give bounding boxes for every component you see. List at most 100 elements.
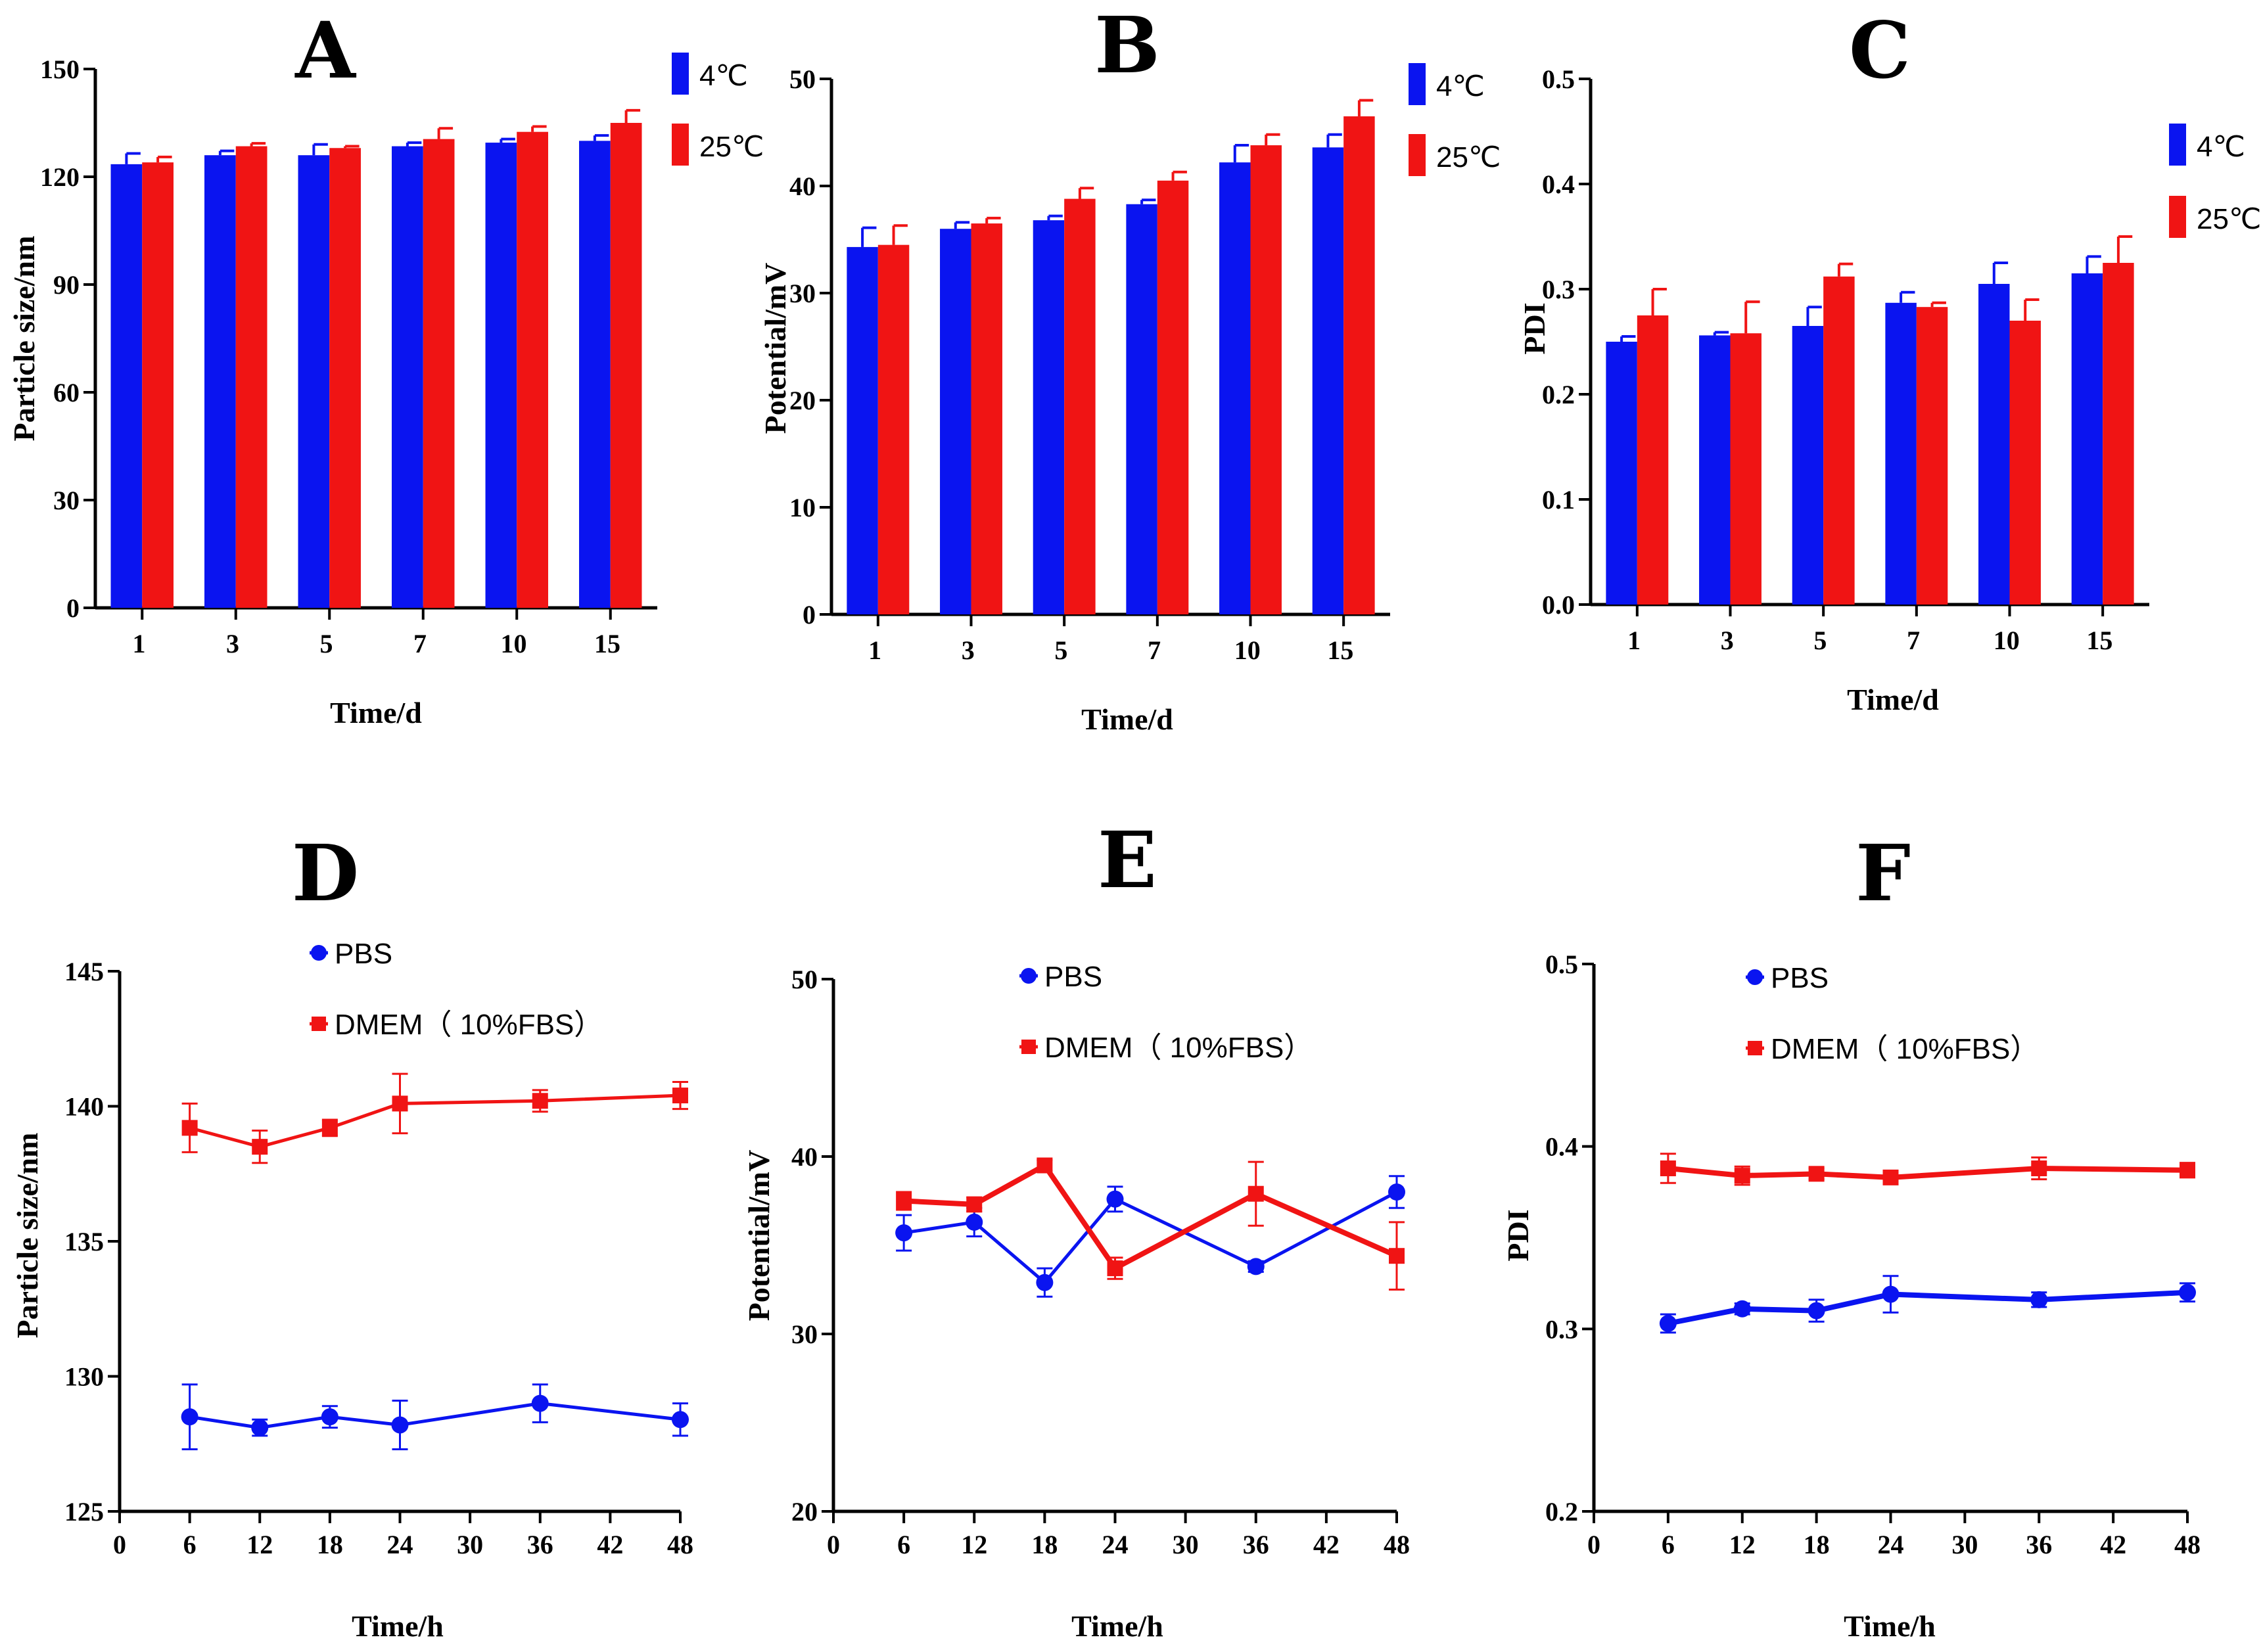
series-line-dmem — [903, 1162, 1398, 1272]
series-line-dmem — [1668, 1165, 2188, 1180]
y-tick-label: 0.0 — [1542, 590, 1575, 620]
legend-label: 4℃ — [2197, 131, 2245, 163]
x-tick-label: 1 — [132, 629, 145, 658]
x-tick-label: 1 — [868, 635, 881, 665]
bar-series2 — [971, 223, 1002, 614]
legend-label: PBS — [1044, 961, 1102, 993]
data-point-dmem — [1389, 1248, 1405, 1264]
x-tick-label: 30 — [1951, 1530, 1978, 1559]
series-line-pbs — [189, 1402, 681, 1430]
legend-label: DMEM（ 10%FBS） — [1771, 1033, 2039, 1065]
legend-label: 4℃ — [699, 60, 748, 92]
bar-series2 — [1343, 116, 1375, 615]
x-tick-label: 5 — [319, 629, 333, 658]
x-tick-label: 10 — [1234, 635, 1261, 665]
y-tick-label: 0.4 — [1545, 1132, 1578, 1162]
bar-series1 — [2071, 273, 2103, 605]
legend-marker — [1021, 968, 1037, 984]
legend-marker — [311, 945, 327, 961]
bar-series2 — [1730, 333, 1761, 605]
data-point-pbs — [1106, 1190, 1124, 1208]
y-tick-label: 0.3 — [1545, 1314, 1578, 1344]
x-tick-label: 24 — [387, 1530, 413, 1559]
x-tick-label: 36 — [527, 1530, 553, 1559]
data-point-dmem — [1107, 1260, 1123, 1277]
data-point-pbs — [1388, 1183, 1405, 1201]
bar-series2 — [1064, 198, 1096, 614]
x-tick-label: 3 — [226, 629, 239, 658]
x-tick-label: 5 — [1813, 626, 1827, 655]
legend-marker — [312, 1017, 326, 1031]
x-tick-label: 7 — [1148, 635, 1161, 665]
chart-panel-c: C 0.0 0.1 0.2 0.3 0.4 0.5 Time/d PDI 1 3 5 7 10 15 4℃ 25… — [1518, 5, 2261, 716]
bar-series1 — [298, 155, 330, 608]
bar-series1 — [579, 141, 611, 608]
bar-series2 — [877, 244, 910, 614]
y-tick-label: 130 — [64, 1362, 104, 1392]
data-point-pbs — [2030, 1291, 2048, 1308]
data-point-dmem — [896, 1193, 912, 1209]
data-point-pbs — [1247, 1258, 1265, 1275]
legend-marker — [1748, 1041, 1762, 1055]
x-tick-label: 36 — [1243, 1530, 1269, 1559]
y-axis-title: Particle size/nm — [11, 1133, 44, 1339]
y-axis-title: Particle size/nm — [7, 236, 41, 442]
legend-swatch — [672, 53, 689, 95]
y-tick-label: 10 — [789, 493, 816, 522]
y-tick-label: 0.5 — [1545, 950, 1578, 979]
y-tick-label: 40 — [789, 172, 816, 201]
y-tick-label: 30 — [789, 279, 816, 308]
x-tick-label: 42 — [1313, 1530, 1340, 1559]
data-point-pbs — [1882, 1285, 1900, 1303]
data-point-pbs — [251, 1419, 269, 1436]
y-tick-label: 0 — [803, 600, 816, 630]
panel-letter: B — [1094, 0, 1160, 91]
data-point-pbs — [895, 1224, 913, 1242]
y-tick-label: 120 — [40, 162, 80, 192]
bar-series2 — [517, 131, 548, 608]
bar-series1 — [1885, 302, 1917, 605]
legend-swatch — [672, 124, 689, 166]
x-axis-title: Time/d — [330, 696, 422, 729]
bar-series2 — [1916, 307, 1948, 605]
x-tick-label: 3 — [1721, 626, 1734, 655]
legend-label: 4℃ — [1436, 70, 1485, 103]
chart-panel-b: B 0 10 20 30 40 50 Time/d Potential/mV 1 3 5 7 10 15 4℃… — [758, 0, 1501, 736]
legend-label: 25℃ — [1436, 141, 1501, 173]
x-tick-label: 42 — [2100, 1530, 2126, 1559]
data-point-pbs — [966, 1213, 983, 1231]
bar-series2 — [610, 123, 642, 608]
x-tick-label: 10 — [500, 629, 526, 658]
data-point-dmem — [252, 1139, 268, 1155]
chart-panel-e: E 20 30 40 50 Time/h Potential/mV 0 6 12 18 24 30 36 4… — [742, 814, 1410, 1643]
y-tick-label: 40 — [791, 1142, 818, 1172]
y-tick-label: 0 — [66, 593, 80, 623]
data-point-pbs — [391, 1416, 409, 1434]
data-point-pbs — [672, 1411, 689, 1429]
data-point-dmem — [2031, 1160, 2047, 1176]
x-tick-label: 42 — [597, 1530, 623, 1559]
bar-series2 — [1637, 315, 1669, 605]
y-tick-label: 30 — [53, 486, 80, 515]
data-point-dmem — [672, 1088, 688, 1104]
legend-marker — [1021, 1040, 1036, 1054]
legend-swatch — [2169, 196, 2186, 238]
bar-series1 — [1792, 326, 1824, 605]
data-point-dmem — [1248, 1185, 1264, 1202]
x-tick-label: 5 — [1054, 635, 1067, 665]
legend-label: PBS — [1771, 962, 1829, 994]
legend-swatch — [1409, 134, 1426, 176]
bar-series1 — [392, 146, 423, 608]
data-point-dmem — [1808, 1166, 1825, 1182]
data-point-dmem — [2180, 1162, 2195, 1178]
y-tick-label: 90 — [53, 270, 80, 300]
data-point-dmem — [966, 1196, 983, 1212]
legend-marker — [1747, 969, 1763, 985]
data-point-dmem — [321, 1120, 338, 1136]
panel-letter: A — [294, 5, 356, 96]
data-point-pbs — [2179, 1283, 2196, 1301]
legend-label: 25℃ — [699, 131, 764, 163]
data-point-pbs — [181, 1408, 198, 1426]
x-tick-label: 36 — [2026, 1530, 2052, 1559]
